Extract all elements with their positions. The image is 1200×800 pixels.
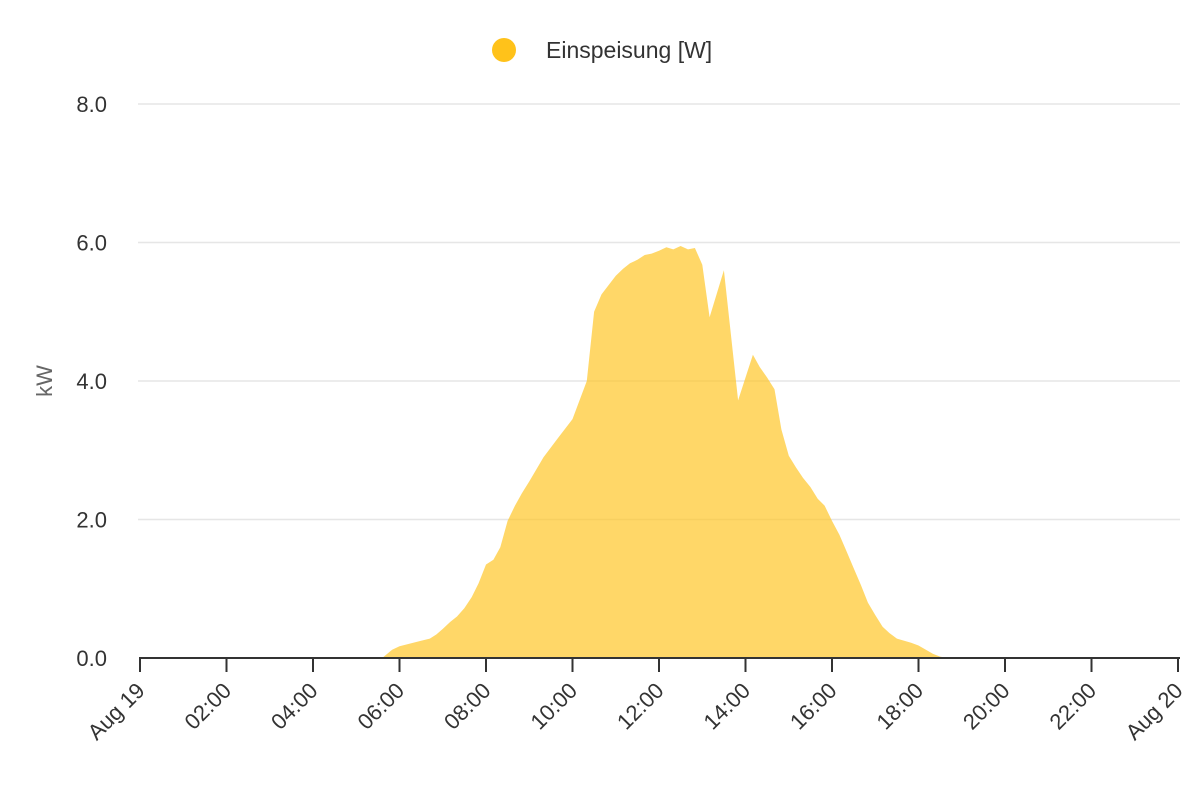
y-tick-label: 8.0 (76, 92, 107, 117)
y-axis-title: kW (32, 365, 57, 397)
x-tick-label: 04:00 (266, 678, 323, 735)
legend-label-einspeisung: Einspeisung [W] (546, 37, 712, 63)
legend-marker-einspeisung (492, 38, 516, 62)
y-tick-label: 2.0 (76, 508, 107, 533)
y-axis: 0.0 2.0 4.0 6.0 8.0 (76, 92, 107, 671)
x-axis: Aug 19 02:00 04:00 06:00 08:00 10:00 12:00 14:0… (83, 657, 1188, 745)
y-tick-label: 4.0 (76, 369, 107, 394)
legend[interactable]: Einspeisung [W] (492, 37, 712, 63)
y-tick-label: 6.0 (76, 231, 107, 256)
x-tick-label: 22:00 (1044, 678, 1101, 735)
x-tick-label: 16:00 (785, 678, 842, 735)
x-tick-label: Aug 19 (83, 678, 150, 745)
x-tick-label: 12:00 (612, 678, 669, 735)
x-tick-label: 08:00 (439, 678, 496, 735)
x-tick-label: 20:00 (958, 678, 1015, 735)
series-area-einspeisung (140, 246, 1178, 658)
x-tick-label: 06:00 (352, 678, 409, 735)
x-tick-label: Aug 20 (1121, 678, 1188, 745)
x-tick-label: 18:00 (871, 678, 928, 735)
x-tick-label: 02:00 (179, 678, 236, 735)
x-tick-label: 10:00 (525, 678, 582, 735)
y-tick-label: 0.0 (76, 646, 107, 671)
x-tick-label: 14:00 (698, 678, 755, 735)
